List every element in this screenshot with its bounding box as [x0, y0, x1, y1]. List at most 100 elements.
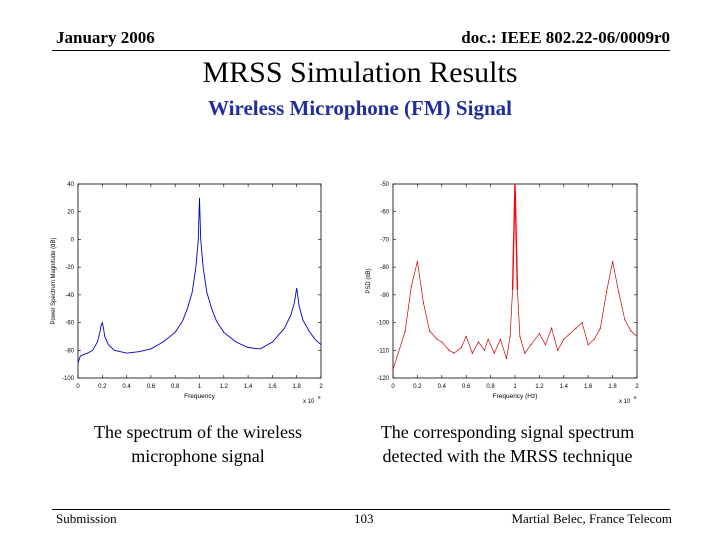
x-tick-label: 1 [513, 384, 517, 390]
x-exponent-label: x 10 [619, 399, 631, 405]
data-point [624, 319, 626, 321]
header-doc-id: doc.: IEEE 802.22-06/0009r0 [461, 28, 670, 47]
data-point [557, 349, 559, 351]
data-point [599, 327, 601, 329]
plot-frame [392, 183, 638, 379]
y-tick-label: -100 [62, 376, 75, 382]
data-point [569, 333, 571, 335]
x-tick-label: 0.4 [438, 384, 447, 390]
x-tick-label: 0.2 [98, 384, 107, 390]
data-point [563, 338, 565, 340]
data-point [612, 261, 614, 263]
y-tick-label: 40 [67, 182, 74, 188]
data-point [453, 352, 455, 354]
x-axis-label: Frequency (Hz) [493, 393, 538, 400]
data-point [551, 327, 553, 329]
header-date: January 2006 [56, 28, 155, 47]
x-axis-label: Frequency [184, 393, 215, 400]
peak-highlight [511, 183, 519, 290]
slide-title: MRSS Simulation Results [202, 56, 518, 89]
data-point [538, 333, 540, 335]
x-tick-label: 0.2 [413, 384, 422, 390]
x-tick-label: 1.2 [535, 384, 544, 390]
y-axis-label: Power Spectrum Magnitude (dB) [51, 237, 57, 324]
x-tick-label: 1.8 [608, 384, 617, 390]
x-tick-label: 1.6 [584, 384, 593, 390]
header-rule [52, 50, 670, 51]
x-tick-label: 0 [76, 384, 80, 390]
data-point [587, 344, 589, 346]
data-point [483, 349, 486, 351]
data-point [505, 358, 508, 360]
y-tick-label: -60 [380, 210, 389, 216]
y-tick-label: -80 [380, 265, 389, 271]
data-point [392, 369, 394, 371]
y-tick-label: -100 [377, 321, 390, 327]
caption-left: The spectrum of the wireless microphone … [94, 422, 302, 466]
data-point [575, 327, 577, 329]
x-exponent-label: x 10 [303, 399, 315, 405]
y-tick-label: -80 [65, 348, 74, 354]
x-tick-label: 2 [635, 384, 639, 390]
x-tick-label: 1.2 [220, 384, 229, 390]
data-point [499, 338, 501, 340]
data-point [493, 352, 495, 354]
x-exponent: 8 [318, 395, 321, 400]
y-axis-label: PSD (dB) [366, 268, 372, 293]
data-point [441, 341, 443, 343]
data-point [487, 338, 489, 340]
data-point [416, 261, 418, 263]
x-tick-label: 0.6 [147, 384, 156, 390]
data-point [436, 338, 438, 340]
data-point [465, 335, 467, 337]
data-point [544, 344, 547, 346]
y-tick-label: -120 [377, 376, 390, 382]
mrss-psd-chart: 0 0.2 0.4 0.6 0.8 1 1.2 1.4 1.6 1.8 2 -50 -60 -70 -80 -… [366, 182, 639, 405]
data-point [519, 335, 521, 337]
data-point [429, 330, 431, 332]
slide-subtitle: Wireless Microphone (FM) Signal [208, 96, 512, 120]
footer-page-number: 103 [354, 511, 374, 526]
footer-author: Martial Belec, France Telecom [511, 511, 672, 526]
y-tick-label: -50 [380, 182, 389, 188]
y-tick-label: 0 [71, 237, 75, 243]
caption-right: The corresponding signal spectrum detect… [380, 422, 635, 466]
x-tick-label: 2 [319, 384, 323, 390]
y-tick-label: -110 [377, 348, 389, 354]
data-point [618, 291, 620, 293]
data-point [509, 335, 511, 337]
x-tick-label: 0.8 [171, 384, 180, 390]
x-tick-label: 0 [391, 384, 395, 390]
data-point [524, 352, 526, 354]
y-tick-label: -60 [65, 321, 74, 327]
data-point [410, 285, 412, 288]
data-point [404, 330, 406, 332]
x-exponent: 8 [634, 395, 637, 400]
x-tick-label: 1.4 [560, 384, 569, 390]
y-tick-label: 20 [67, 210, 74, 216]
y-tick-label: -40 [65, 293, 74, 299]
data-point [460, 346, 462, 349]
data-point [477, 341, 479, 343]
data-point [471, 352, 473, 354]
x-tick-label: 1.6 [268, 384, 277, 390]
y-tick-label: -70 [380, 237, 389, 243]
data-point [581, 322, 583, 324]
x-tick-label: 1.8 [293, 384, 302, 390]
data-point [530, 344, 532, 346]
x-tick-label: 0.6 [462, 384, 471, 390]
plot-frame [77, 183, 322, 379]
x-tick-label: 1 [198, 384, 202, 390]
x-tick-label: 0.8 [486, 384, 495, 390]
y-tick-label: -90 [380, 293, 389, 299]
data-point [630, 330, 632, 332]
footer-rule [52, 509, 670, 510]
x-tick-label: 1.4 [244, 384, 253, 390]
data-point [636, 335, 638, 337]
footer-submission: Submission [56, 511, 117, 526]
data-point [422, 302, 425, 304]
data-point [605, 291, 608, 293]
power-spectrum-chart: 0 0.2 0.4 0.6 0.8 1 1.2 1.4 1.6 1.8 2 40 20 0 -20 -40 -6… [51, 182, 323, 405]
data-point [448, 349, 450, 351]
series-line-0 [77, 197, 322, 363]
